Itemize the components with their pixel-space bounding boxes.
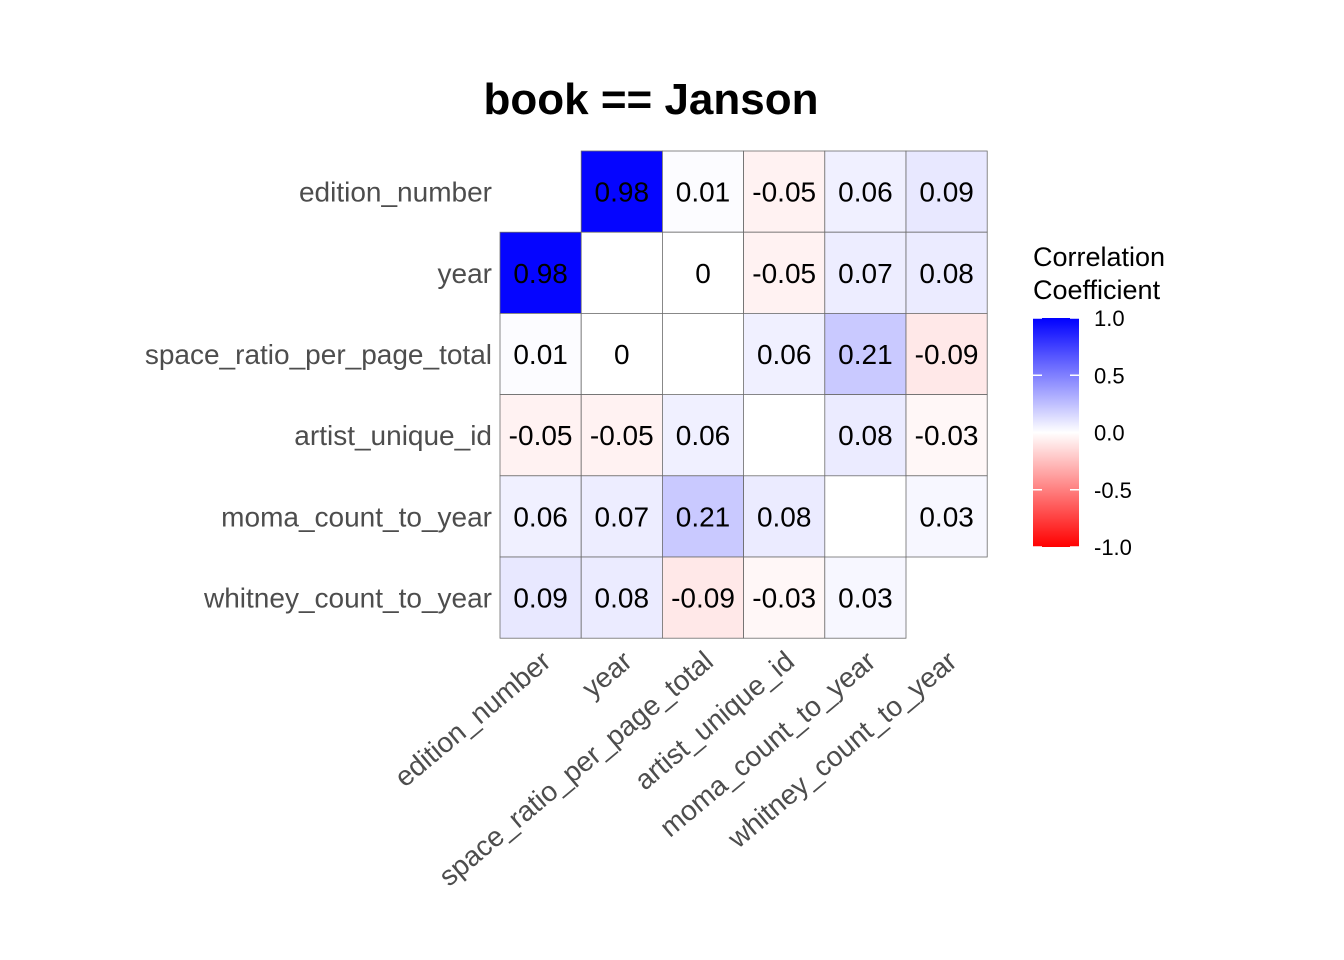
legend-tick-label: 0.0 (1094, 421, 1125, 446)
heatmap-cell-whitney_count_to_year-artist_unique_id (743, 556, 826, 639)
heatmap-cell-edition_number-space_ratio_per_page_total (662, 150, 745, 233)
heatmap-cell-space_ratio_per_page_total-moma_count_to_year (824, 312, 907, 395)
cell-value-label: -0.05 (590, 420, 654, 451)
heatmap-cell-year-artist_unique_id (743, 231, 826, 314)
legend-ticks: 1.0 0.5 0.0 -0.5 -1.0 (1033, 306, 1132, 560)
cell-value-label: -0.03 (752, 583, 816, 614)
cell-value-label: 0.08 (919, 258, 974, 289)
heatmap-cell-edition_number-year (580, 150, 663, 233)
cell-value-label: 0.06 (757, 339, 812, 370)
legend-tick-label: -0.5 (1094, 478, 1132, 503)
heatmap-cell-moma_count_to_year-space_ratio_per_page_total (662, 475, 745, 558)
chart-title: book == Janson (484, 75, 819, 124)
heatmap-cell-moma_count_to_year-year (580, 475, 663, 558)
cell-value-label: 0.08 (595, 583, 650, 614)
cell-value-label: 0.03 (838, 583, 893, 614)
heatmap-cell-moma_count_to_year-artist_unique_id (743, 475, 826, 558)
heatmap-cell-whitney_count_to_year-moma_count_to_year (824, 556, 907, 639)
legend-tick-label: 0.5 (1094, 363, 1125, 388)
y-tick-label-whitney_count_to_year: whitney_count_to_year (203, 583, 492, 614)
heatmap-cell-artist_unique_id-moma_count_to_year (824, 394, 907, 477)
heatmap-cell-whitney_count_to_year-year (580, 556, 663, 639)
cell-value-label: 0.21 (838, 339, 893, 370)
cell-value-label: -0.03 (915, 420, 979, 451)
legend-title-line-2: Coefficient (1033, 275, 1161, 305)
cell-value-label: -0.05 (752, 258, 816, 289)
heatmap-cell-moma_count_to_year-edition_number (499, 475, 582, 558)
cell-value-label: 0.01 (513, 339, 568, 370)
cell-value-label: -0.09 (915, 339, 979, 370)
cell-value-label: 0.06 (838, 177, 893, 208)
cell-value-label: 0 (695, 258, 711, 289)
cell-value-label: -0.09 (671, 583, 735, 614)
cell-value-label: 0 (614, 339, 630, 370)
heatmap-cell-edition_number-moma_count_to_year (824, 150, 907, 233)
y-tick-label-edition_number: edition_number (299, 177, 492, 208)
y-tick-label-moma_count_to_year: moma_count_to_year (221, 501, 492, 532)
heatmap-cell-artist_unique_id-whitney_count_to_year (905, 394, 988, 477)
cell-value-label: 0.08 (757, 501, 812, 532)
heatmap-cell-artist_unique_id-space_ratio_per_page_total (662, 394, 745, 477)
cell-value-label: 0.06 (676, 420, 731, 451)
heatmap-cell-artist_unique_id-year (580, 394, 663, 477)
heatmap-cell-year-edition_number (499, 231, 582, 314)
y-tick-label-space_ratio_per_page_total: space_ratio_per_page_total (145, 339, 492, 370)
heatmap-cell-edition_number-whitney_count_to_year (905, 150, 988, 233)
y-tick-label-year: year (438, 258, 492, 289)
legend-tick-label: -1.0 (1094, 535, 1132, 560)
cell-value-label: 0.07 (595, 501, 650, 532)
x-tick-label-edition_number: edition_number (389, 645, 557, 793)
x-axis-labels: edition_number yearspace_ratio_per_page_t… (389, 645, 963, 892)
heatmap-cell-space_ratio_per_page_total-year (580, 312, 663, 395)
cell-value-label: 0.07 (838, 258, 893, 289)
cell-value-label: 0.01 (676, 177, 731, 208)
heatmap-cell-space_ratio_per_page_total-artist_unique_id (743, 312, 826, 395)
heatmap-cell-edition_number-artist_unique_id (743, 150, 826, 233)
cell-value-label: 0.98 (513, 258, 568, 289)
cell-value-label: 0.06 (513, 501, 568, 532)
heatmap-cell-moma_count_to_year-whitney_count_to_year (905, 475, 988, 558)
heatmap-cell-whitney_count_to_year-space_ratio_per_page_total (662, 556, 745, 639)
heatmap-cell-space_ratio_per_page_total-whitney_count_to_year (905, 312, 988, 395)
cell-value-label: 0.08 (838, 420, 893, 451)
legend-title-line-1: Correlation (1033, 242, 1165, 272)
heatmap-cell-year-whitney_count_to_year (905, 231, 988, 314)
cell-value-label: 0.09 (513, 583, 568, 614)
cell-value-label: 0.09 (919, 177, 974, 208)
cell-value-label: 0.21 (676, 501, 731, 532)
legend: Correlation Coefficient 1.0 0.5 0.0 -0.5 -1.… (1033, 242, 1165, 560)
heatmap-cells: 0.98 0.01 -0.05 0.06 0.09 0.98 0 -0.05 0.07 0.08 0… (499, 150, 988, 639)
cell-value-label: 0.98 (595, 177, 650, 208)
heatmap-cell-year-space_ratio_per_page_total (662, 231, 745, 314)
heatmap-cell-artist_unique_id-edition_number (499, 394, 582, 477)
x-tick-label-year: year (576, 645, 638, 704)
legend-tick-label: 1.0 (1094, 306, 1125, 331)
cell-value-label: -0.05 (509, 420, 573, 451)
cell-value-label: -0.05 (752, 177, 816, 208)
cell-value-label: 0.03 (919, 501, 974, 532)
y-tick-label-artist_unique_id: artist_unique_id (294, 420, 492, 451)
